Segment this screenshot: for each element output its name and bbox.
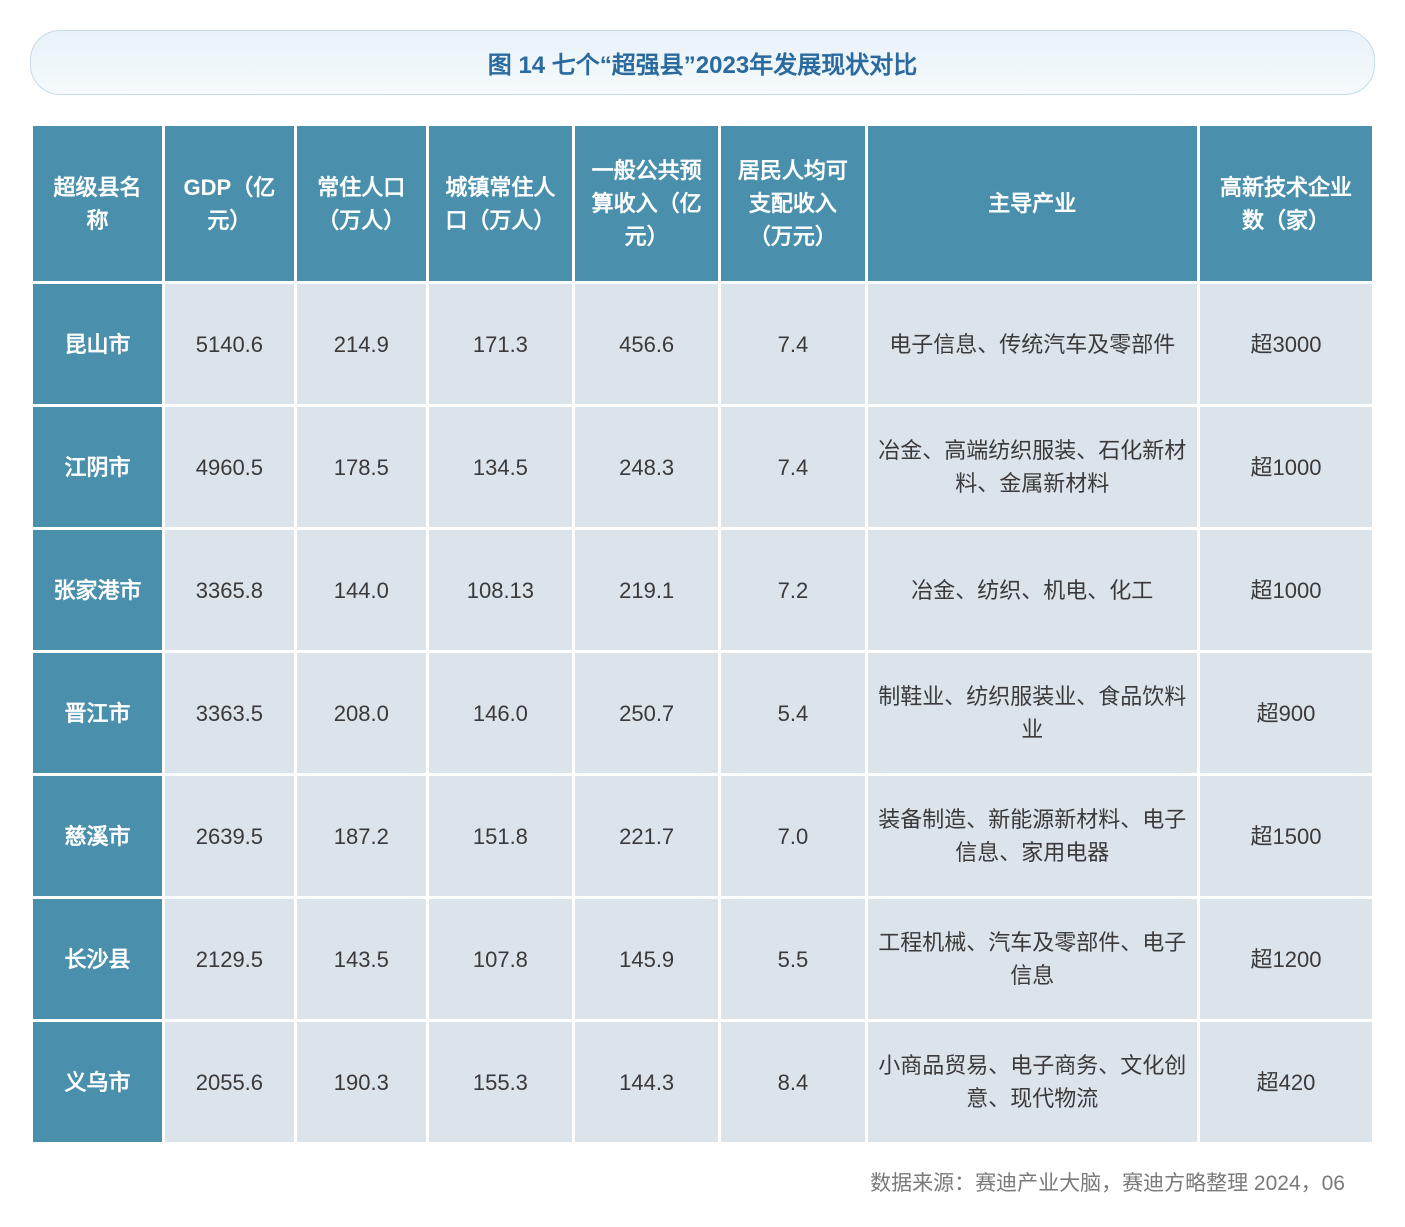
cell-name: 慈溪市 <box>33 776 162 896</box>
cell-tech: 超1200 <box>1200 899 1372 1019</box>
cell-name: 晋江市 <box>33 653 162 773</box>
table-row: 昆山市 5140.6 214.9 171.3 456.6 7.4 电子信息、传统… <box>33 284 1372 404</box>
figure-title-bar: 图 14 七个“超强县”2023年发展现状对比 <box>30 30 1375 95</box>
cell-gdp: 2129.5 <box>165 899 294 1019</box>
cell-gdp: 4960.5 <box>165 407 294 527</box>
cell-urban: 134.5 <box>429 407 572 527</box>
cell-income: 7.4 <box>721 284 864 404</box>
figure-title: 图 14 七个“超强县”2023年发展现状对比 <box>488 52 917 79</box>
table-row: 晋江市 3363.5 208.0 146.0 250.7 5.4 制鞋业、纺织服… <box>33 653 1372 773</box>
col-header-name: 超级县名称 <box>33 126 162 281</box>
table-row: 义乌市 2055.6 190.3 155.3 144.3 8.4 小商品贸易、电… <box>33 1022 1372 1142</box>
cell-industry: 小商品贸易、电子商务、文化创意、现代物流 <box>868 1022 1198 1142</box>
cell-income: 7.0 <box>721 776 864 896</box>
cell-tech: 超1000 <box>1200 407 1372 527</box>
table-row: 慈溪市 2639.5 187.2 151.8 221.7 7.0 装备制造、新能… <box>33 776 1372 896</box>
cell-pop: 143.5 <box>297 899 426 1019</box>
cell-gdp: 5140.6 <box>165 284 294 404</box>
cell-tech: 超420 <box>1200 1022 1372 1142</box>
table-row: 江阴市 4960.5 178.5 134.5 248.3 7.4 冶金、高端纺织… <box>33 407 1372 527</box>
table-row: 张家港市 3365.8 144.0 108.13 219.1 7.2 冶金、纺织… <box>33 530 1372 650</box>
cell-gdp: 2639.5 <box>165 776 294 896</box>
cell-budget: 144.3 <box>575 1022 718 1142</box>
cell-name: 昆山市 <box>33 284 162 404</box>
cell-industry: 制鞋业、纺织服装业、食品饮料业 <box>868 653 1198 773</box>
cell-budget: 219.1 <box>575 530 718 650</box>
cell-urban: 155.3 <box>429 1022 572 1142</box>
col-header-gdp: GDP（亿元） <box>165 126 294 281</box>
cell-industry: 电子信息、传统汽车及零部件 <box>868 284 1198 404</box>
cell-pop: 178.5 <box>297 407 426 527</box>
col-header-industry: 主导产业 <box>868 126 1198 281</box>
cell-income: 5.4 <box>721 653 864 773</box>
cell-urban: 107.8 <box>429 899 572 1019</box>
cell-budget: 456.6 <box>575 284 718 404</box>
cell-name: 长沙县 <box>33 899 162 1019</box>
cell-income: 7.4 <box>721 407 864 527</box>
col-header-urban: 城镇常住人口（万人） <box>429 126 572 281</box>
cell-pop: 214.9 <box>297 284 426 404</box>
data-source: 数据来源：赛迪产业大脑，赛迪方略整理 2024，06 <box>30 1167 1375 1197</box>
cell-industry: 装备制造、新能源新材料、电子信息、家用电器 <box>868 776 1198 896</box>
cell-income: 8.4 <box>721 1022 864 1142</box>
cell-name: 义乌市 <box>33 1022 162 1142</box>
cell-gdp: 3365.8 <box>165 530 294 650</box>
table-body: 昆山市 5140.6 214.9 171.3 456.6 7.4 电子信息、传统… <box>33 284 1372 1142</box>
cell-pop: 187.2 <box>297 776 426 896</box>
cell-pop: 190.3 <box>297 1022 426 1142</box>
cell-urban: 151.8 <box>429 776 572 896</box>
cell-budget: 250.7 <box>575 653 718 773</box>
cell-income: 5.5 <box>721 899 864 1019</box>
table-header-row: 超级县名称 GDP（亿元） 常住人口（万人） 城镇常住人口（万人） 一般公共预算… <box>33 126 1372 281</box>
cell-budget: 248.3 <box>575 407 718 527</box>
cell-tech: 超900 <box>1200 653 1372 773</box>
col-header-tech: 高新技术企业数（家） <box>1200 126 1372 281</box>
cell-urban: 171.3 <box>429 284 572 404</box>
col-header-income: 居民人均可支配收入（万元） <box>721 126 864 281</box>
table-row: 长沙县 2129.5 143.5 107.8 145.9 5.5 工程机械、汽车… <box>33 899 1372 1019</box>
cell-urban: 108.13 <box>429 530 572 650</box>
cell-tech: 超1500 <box>1200 776 1372 896</box>
cell-pop: 144.0 <box>297 530 426 650</box>
cell-budget: 145.9 <box>575 899 718 1019</box>
cell-tech: 超3000 <box>1200 284 1372 404</box>
cell-industry: 工程机械、汽车及零部件、电子信息 <box>868 899 1198 1019</box>
cell-name: 张家港市 <box>33 530 162 650</box>
cell-gdp: 2055.6 <box>165 1022 294 1142</box>
cell-pop: 208.0 <box>297 653 426 773</box>
cell-income: 7.2 <box>721 530 864 650</box>
col-header-budget: 一般公共预算收入（亿元） <box>575 126 718 281</box>
cell-budget: 221.7 <box>575 776 718 896</box>
col-header-pop: 常住人口（万人） <box>297 126 426 281</box>
cell-urban: 146.0 <box>429 653 572 773</box>
cell-name: 江阴市 <box>33 407 162 527</box>
cell-industry: 冶金、纺织、机电、化工 <box>868 530 1198 650</box>
comparison-table: 超级县名称 GDP（亿元） 常住人口（万人） 城镇常住人口（万人） 一般公共预算… <box>30 123 1375 1145</box>
cell-gdp: 3363.5 <box>165 653 294 773</box>
cell-tech: 超1000 <box>1200 530 1372 650</box>
cell-industry: 冶金、高端纺织服装、石化新材料、金属新材料 <box>868 407 1198 527</box>
